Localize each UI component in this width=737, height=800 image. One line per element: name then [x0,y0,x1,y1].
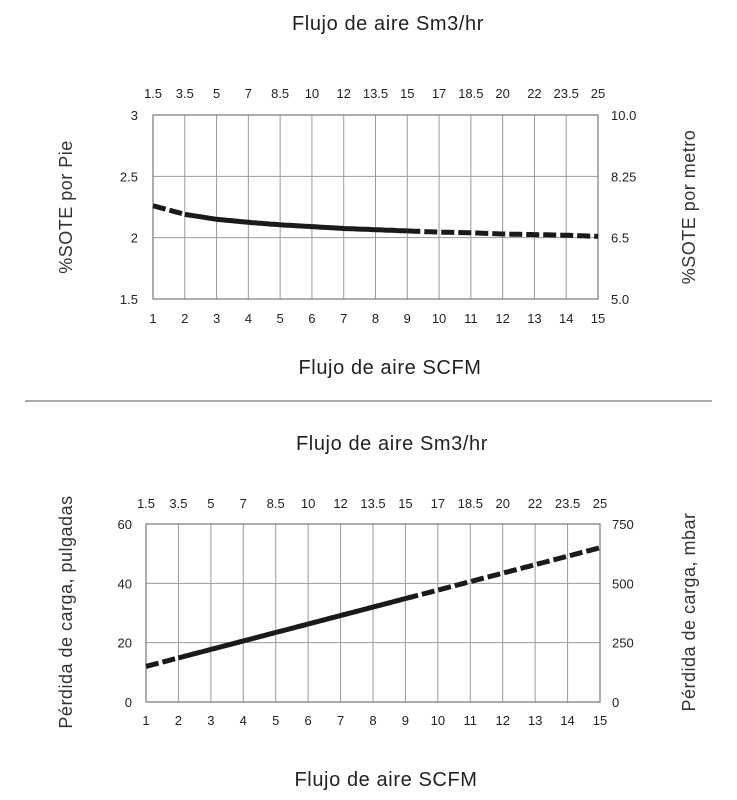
x-tick-label: 5 [277,311,284,326]
x-tick-label: 4 [240,713,247,728]
x-tick-label: 1 [142,713,149,728]
pressure-drop-chart: Flujo de aire Sm3/hr Flujo de aire SCFM … [56,433,699,791]
y-tick-label-left: 20 [118,636,132,651]
x-top-tick-label: 22 [528,496,542,511]
x-top-tick-label: 17 [432,86,446,101]
x-tick-label: 7 [337,713,344,728]
x-top-tick-label: 18.5 [458,496,483,511]
x-top-tick-label: 20 [495,496,509,511]
x-top-tick-label: 1.5 [137,496,155,511]
x-tick-label: 9 [402,713,409,728]
x-top-tick-label: 7 [245,86,252,101]
x-tick-label: 15 [593,713,607,728]
x-top-tick-label: 22 [527,86,541,101]
x-top-tick-label: 17 [431,496,445,511]
y-tick-label-right: 6.5 [611,231,629,246]
x-tick-label: 10 [432,311,446,326]
x-tick-label: 12 [495,713,509,728]
series-line-dashed [152,203,186,217]
y-tick-label-left: 1.5 [120,292,138,307]
y-tick-label-left: 2.5 [120,169,138,184]
x-tick-label: 11 [464,713,478,728]
x-top-tick-label: 5 [213,86,220,101]
x-tick-label: 8 [369,713,376,728]
series-line-dashed [145,655,180,669]
x-tick-label: 8 [372,311,379,326]
x-tick-label: 1 [149,311,156,326]
y-tick-label-left: 40 [118,576,132,591]
x-top-tick-label: 25 [591,86,605,101]
x-tick-label: 3 [207,713,214,728]
y-tick-label-right: 250 [612,636,634,651]
sote-chart: Flujo de aire Sm3/hr Flujo de aire SCFM … [56,13,699,379]
x-top-tick-label: 10 [301,496,315,511]
x-tick-label: 3 [213,311,220,326]
x-top-tick-label: 7 [240,496,247,511]
x-tick-label: 2 [175,713,182,728]
x-tick-label: 10 [431,713,445,728]
x-tick-label: 7 [340,311,347,326]
series-line-solid [177,596,407,661]
x-top-tick-label: 25 [593,496,607,511]
y-tick-label-right: 5.0 [611,292,629,307]
y-tick-label-left: 3 [131,108,138,123]
x-tick-label: 6 [305,713,312,728]
x-tick-label: 12 [495,311,509,326]
y-axis-label-left: Pérdida de carga, pulgadas [56,495,76,728]
chart-title-top-axis: Flujo de aire Sm3/hr [292,13,484,35]
x-tick-label: 6 [308,311,315,326]
x-top-tick-label: 3.5 [169,496,187,511]
y-tick-label-right: 500 [612,576,634,591]
y-tick-label-right: 750 [612,517,634,532]
x-tick-label: 15 [591,311,605,326]
x-top-tick-label: 8.5 [267,496,285,511]
y-tick-label-left: 2 [131,231,138,246]
plot-border [145,523,601,703]
y-tick-label-left: 0 [125,695,132,710]
x-top-tick-label: 12 [336,86,350,101]
x-tick-label: 2 [181,311,188,326]
y-axis-label-left: %SOTE por Pie [56,140,76,274]
x-top-tick-label: 23.5 [555,496,580,511]
series-line-dashed [407,228,599,239]
x-tick-label: 13 [527,311,541,326]
x-top-tick-label: 5 [207,496,214,511]
y-tick-label-right: 0 [612,695,619,710]
x-tick-label: 9 [404,311,411,326]
x-top-tick-label: 15 [398,496,412,511]
x-tick-label: 13 [528,713,542,728]
y-tick-label-right: 10.0 [611,108,636,123]
x-tick-label: 14 [559,311,573,326]
y-tick-label-left: 60 [118,517,132,532]
x-tick-label: 11 [464,311,478,326]
y-axis-label-right: Pérdida de carga, mbar [679,512,699,711]
x-tick-label: 14 [560,713,574,728]
x-top-tick-label: 20 [495,86,509,101]
y-axis-label-right: %SOTE por metro [679,130,699,285]
x-top-tick-label: 1.5 [144,86,162,101]
x-axis-label: Flujo de aire SCFM [298,357,481,379]
y-tick-label-right: 8.25 [611,169,636,184]
chart-title-top-axis: Flujo de aire Sm3/hr [296,433,488,455]
x-top-tick-label: 13.5 [363,86,388,101]
x-top-tick-label: 8.5 [271,86,289,101]
x-top-tick-label: 3.5 [176,86,194,101]
x-top-tick-label: 13.5 [360,496,385,511]
x-top-tick-label: 12 [333,496,347,511]
x-top-tick-label: 18.5 [458,86,483,101]
x-tick-label: 5 [272,713,279,728]
x-top-tick-label: 23.5 [554,86,579,101]
x-top-tick-label: 15 [400,86,414,101]
x-top-tick-label: 10 [305,86,319,101]
series-line-solid [184,211,408,234]
x-axis-label: Flujo de aire SCFM [294,769,477,791]
x-tick-label: 4 [245,311,252,326]
